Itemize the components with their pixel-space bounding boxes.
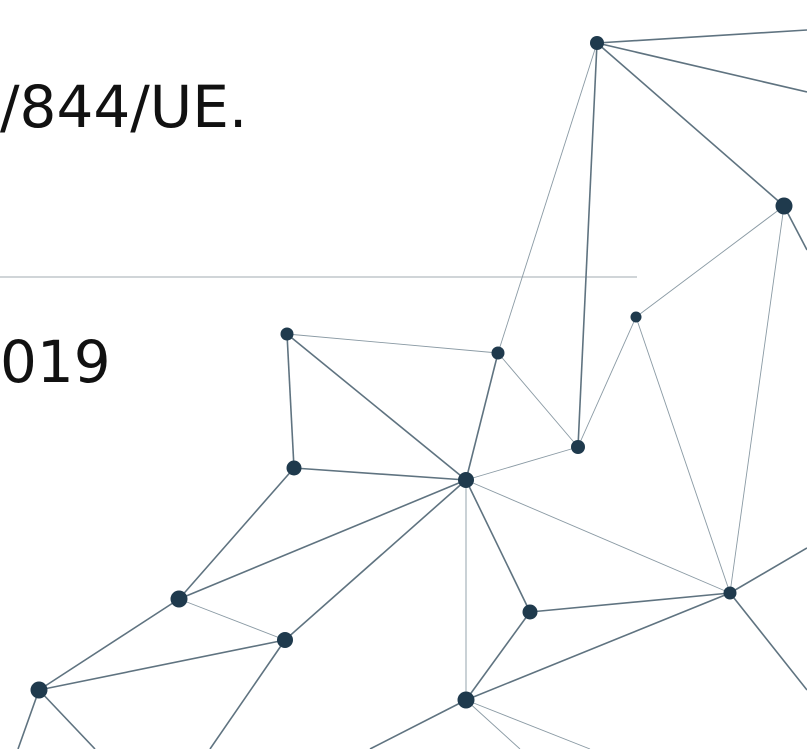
network-graphic	[0, 0, 807, 749]
network	[18, 30, 807, 749]
slide: /844/UE. 019	[0, 0, 807, 749]
